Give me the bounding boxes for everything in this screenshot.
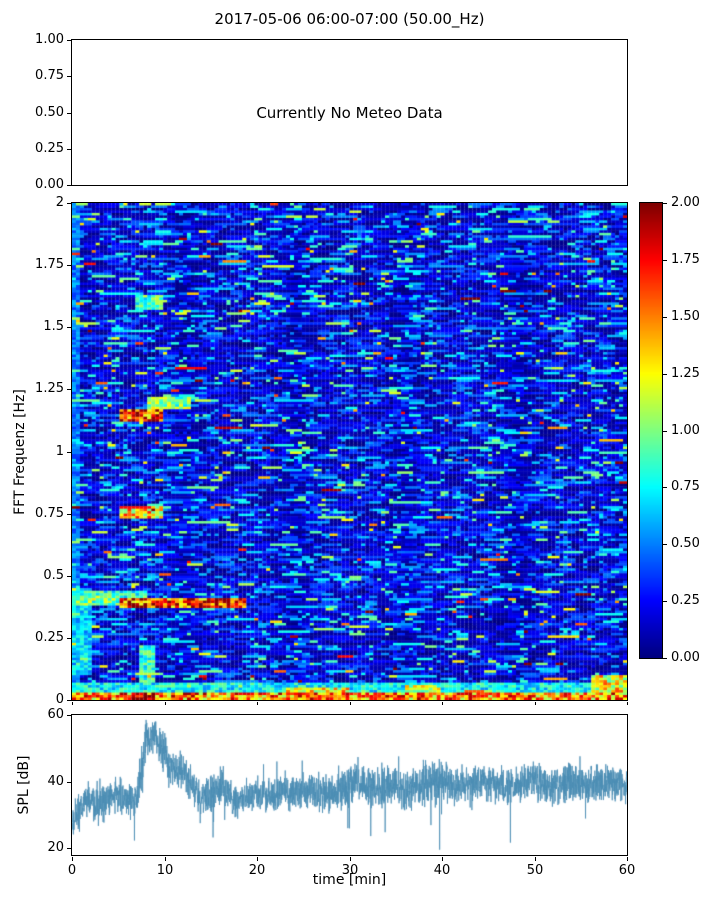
y-tick-mark: [67, 389, 71, 390]
y-tick-mark: [67, 514, 71, 515]
x-tick-mark: [257, 857, 258, 861]
spectrogram-x-tick-mark: [535, 702, 536, 705]
colorbar-tick-mark: [663, 374, 667, 375]
colorbar-tick-mark: [663, 487, 667, 488]
y-tick-label: 1.75: [35, 257, 64, 272]
y-tick-label: 1: [55, 444, 64, 459]
colorbar-tick-label: 1.50: [671, 309, 700, 324]
spectrogram-x-tick-mark: [627, 702, 628, 705]
y-tick-mark: [67, 638, 71, 639]
colorbar-tick-mark: [663, 260, 667, 261]
x-tick-label: 30: [341, 863, 359, 878]
y-tick-mark: [67, 113, 71, 114]
x-tick-mark: [442, 857, 443, 861]
y-tick-label: 0.25: [35, 141, 64, 156]
meteo-message: Currently No Meteo Data: [256, 103, 443, 122]
y-tick-mark: [67, 149, 71, 150]
x-tick-mark: [627, 857, 628, 861]
x-tick-mark: [165, 857, 166, 861]
x-tick-label: 50: [526, 863, 544, 878]
y-tick-label: 0: [55, 692, 64, 707]
spectrogram-x-tick-mark: [257, 702, 258, 705]
figure-title: 2017-05-06 06:00-07:00 (50.00_Hz): [214, 10, 485, 28]
colorbar-tick-label: 0.50: [671, 536, 700, 551]
y-tick-mark: [67, 327, 71, 328]
x-tick-mark: [535, 857, 536, 861]
y-tick-label: 0.50: [35, 105, 64, 120]
x-tick-mark: [72, 857, 73, 861]
y-tick-label: 1.5: [43, 319, 64, 334]
colorbar-tick-mark: [663, 203, 667, 204]
y-tick-mark: [67, 576, 71, 577]
colorbar-tick-mark: [663, 658, 667, 659]
y-tick-label: 20: [47, 840, 64, 855]
y-tick-label: 0.75: [35, 506, 64, 521]
y-tick-label: 1.25: [35, 381, 64, 396]
spectrogram-canvas: [71, 202, 628, 701]
colorbar-tick-mark: [663, 431, 667, 432]
x-tick-label: 20: [248, 863, 266, 878]
y-tick-label: 2: [55, 195, 64, 210]
y-tick-mark: [67, 848, 71, 849]
y-tick-label: 40: [47, 774, 64, 789]
colorbar-canvas: [639, 202, 663, 659]
spectrogram-x-tick-mark: [72, 702, 73, 705]
y-tick-label: 0.00: [35, 177, 64, 192]
y-tick-mark: [67, 715, 71, 716]
y-tick-mark: [67, 185, 71, 186]
spectrogram-x-tick-mark: [165, 702, 166, 705]
x-tick-label: 10: [156, 863, 174, 878]
colorbar-tick-label: 0.25: [671, 593, 700, 608]
x-tick-label: 60: [618, 863, 636, 878]
y-tick-label: 0.75: [35, 68, 64, 83]
y-tick-mark: [67, 452, 71, 453]
y-tick-label: 60: [47, 707, 64, 722]
spl-xlabel: time [min]: [312, 872, 387, 888]
y-tick-mark: [67, 40, 71, 41]
colorbar-tick-label: 1.00: [671, 423, 700, 438]
y-tick-mark: [67, 265, 71, 266]
y-tick-label: 0.25: [35, 630, 64, 645]
spl-canvas: [71, 714, 628, 856]
y-tick-mark: [67, 782, 71, 783]
colorbar-tick-mark: [663, 544, 667, 545]
colorbar-tick-mark: [663, 317, 667, 318]
y-tick-label: 1.00: [35, 32, 64, 47]
y-tick-mark: [67, 700, 71, 701]
colorbar-tick-mark: [663, 601, 667, 602]
meteo-panel: Currently No Meteo Data: [71, 39, 628, 186]
colorbar-tick-label: 2.00: [671, 195, 700, 210]
x-tick-mark: [350, 857, 351, 861]
spectrogram-x-tick-mark: [442, 702, 443, 705]
spectrogram-x-tick-mark: [350, 702, 351, 705]
x-tick-label: 0: [67, 863, 77, 878]
x-tick-label: 40: [433, 863, 451, 878]
colorbar-tick-label: 0.00: [671, 650, 700, 665]
colorbar-tick-label: 0.75: [671, 479, 700, 494]
y-tick-mark: [67, 76, 71, 77]
y-tick-label: 0.5: [43, 568, 64, 583]
y-tick-mark: [67, 203, 71, 204]
colorbar-tick-label: 1.25: [671, 366, 700, 381]
colorbar-tick-label: 1.75: [671, 252, 700, 267]
